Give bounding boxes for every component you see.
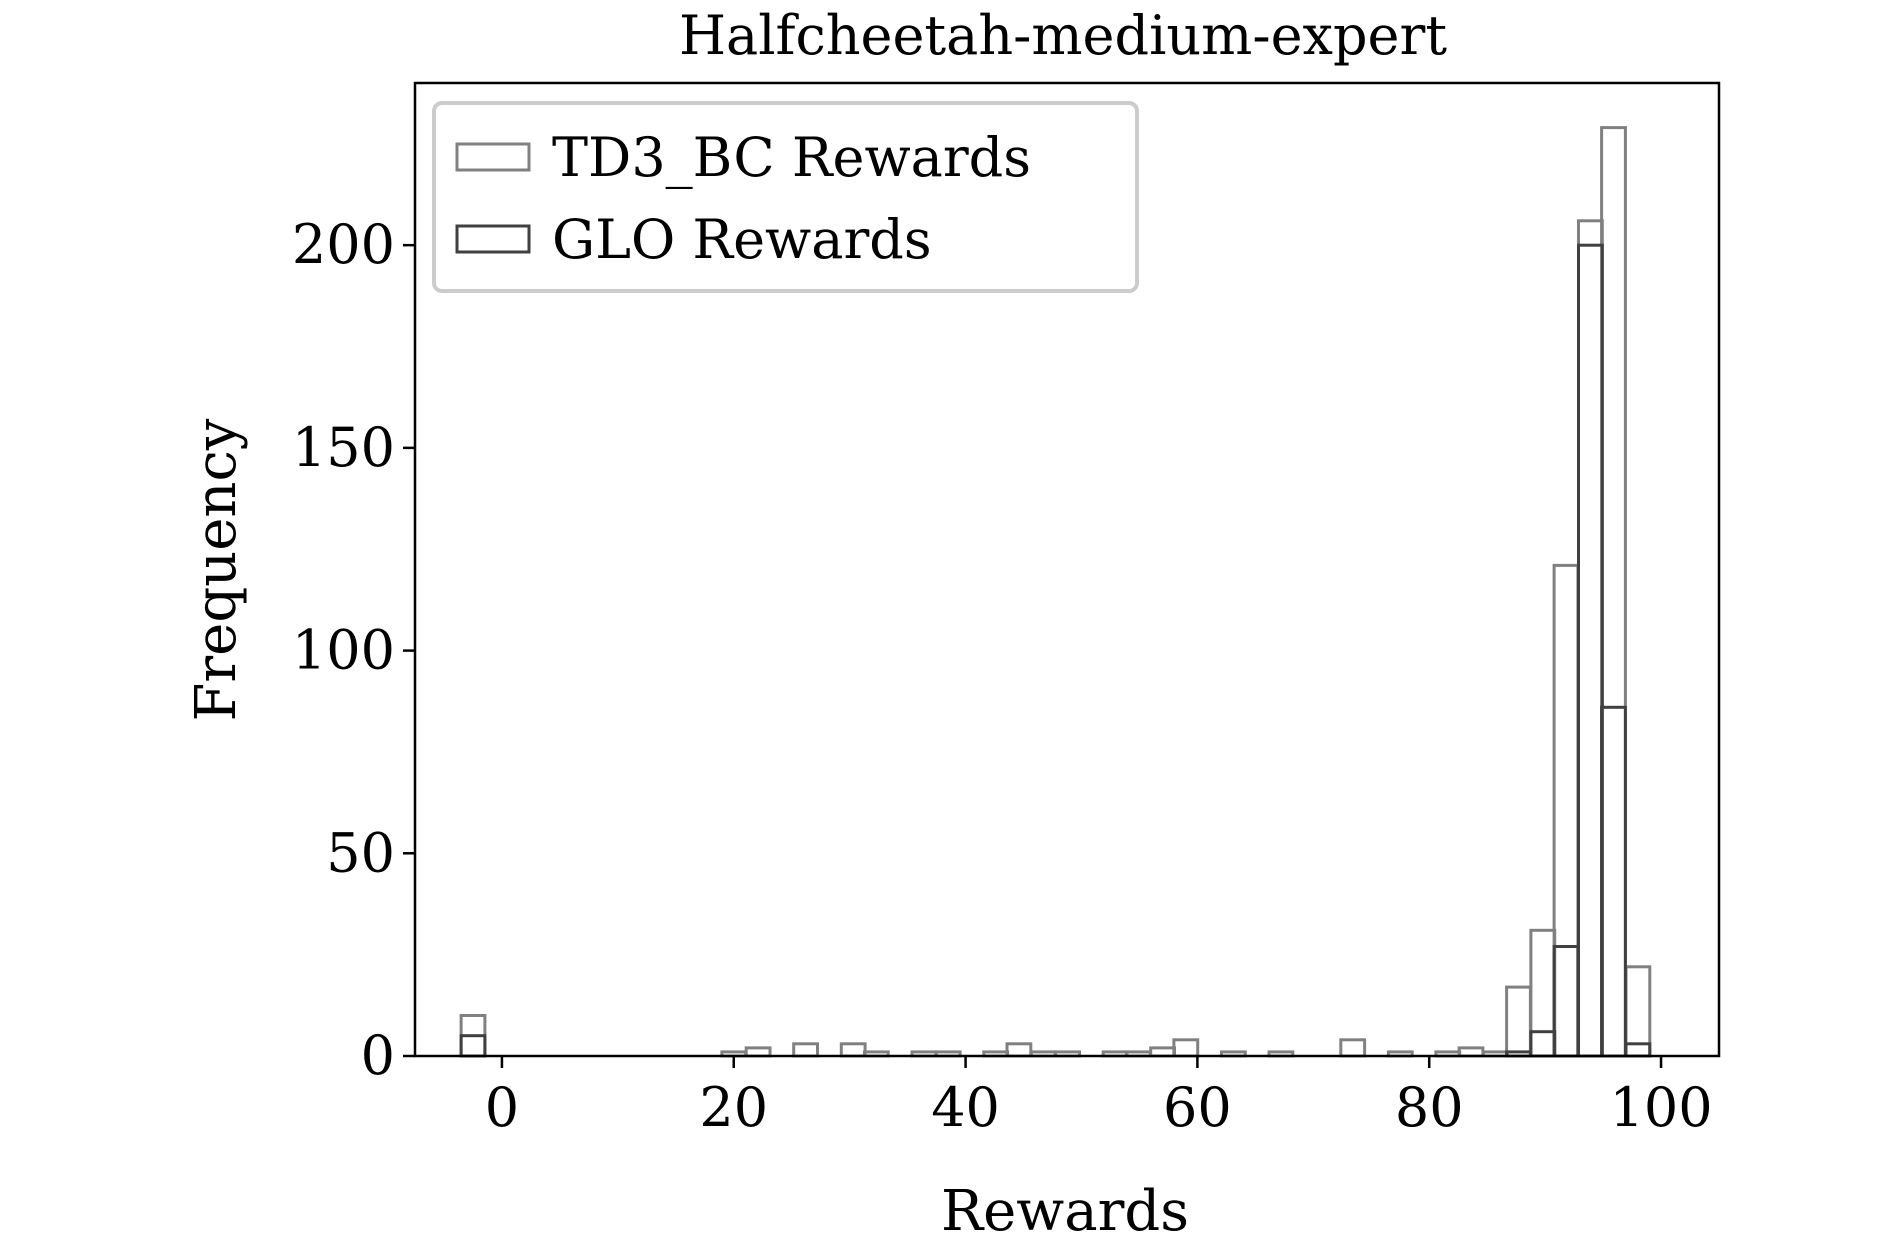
x-tick-label: 40 bbox=[931, 1076, 1000, 1139]
y-axis-label: Frequency bbox=[184, 418, 249, 721]
x-tick-label: 60 bbox=[1163, 1076, 1232, 1139]
y-tick-label: 200 bbox=[292, 213, 395, 276]
axes-frame bbox=[413, 81, 1721, 1058]
x-tick-label: 0 bbox=[485, 1076, 519, 1139]
y-tick-label: 0 bbox=[361, 1024, 395, 1087]
legend-label-glo: GLO Rewards bbox=[552, 208, 932, 271]
legend-label-td3-bc: TD3_BC Rewards bbox=[552, 126, 1031, 189]
legend-swatch-td3-bc bbox=[455, 142, 531, 172]
legend-swatch-glo bbox=[455, 224, 531, 254]
y-axis-ticks: 0 50 100 150 200 bbox=[292, 213, 415, 1087]
legend: TD3_BC Rewards GLO Rewards bbox=[432, 101, 1139, 293]
legend-box bbox=[432, 101, 1139, 293]
x-tick-label: 80 bbox=[1395, 1076, 1464, 1139]
x-axis-label: Rewards bbox=[941, 1179, 1189, 1243]
y-tick-label: 50 bbox=[326, 821, 395, 884]
x-tick-label: 20 bbox=[699, 1076, 768, 1139]
chart-title: Halfcheetah-medium-expert bbox=[679, 4, 1447, 67]
y-tick-label: 100 bbox=[292, 619, 395, 682]
y-tick-label: 150 bbox=[292, 416, 395, 479]
x-tick-label: 100 bbox=[1610, 1076, 1713, 1139]
x-axis-ticks: 0 20 40 60 80 100 bbox=[485, 1056, 1713, 1139]
